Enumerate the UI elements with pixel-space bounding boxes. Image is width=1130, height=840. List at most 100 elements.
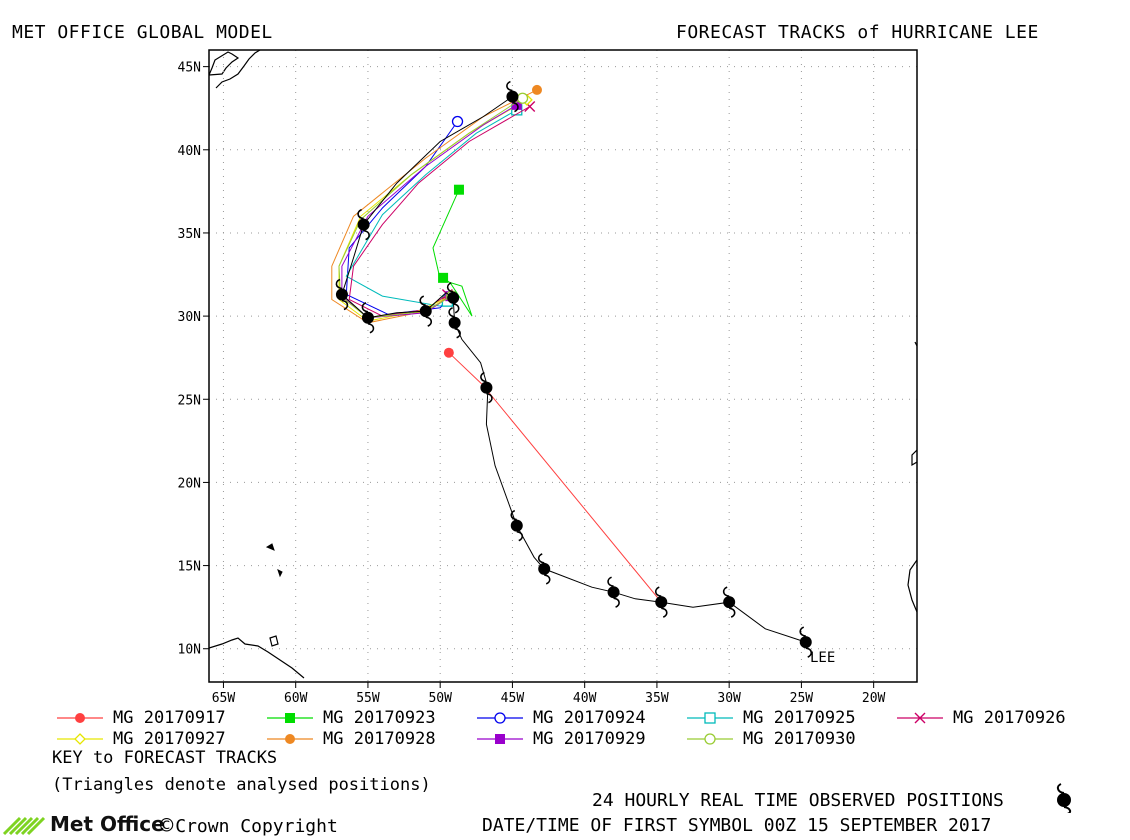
observed-track xyxy=(335,80,813,658)
forecast-track-line xyxy=(331,89,538,324)
hurricane-symbol-core xyxy=(361,311,374,324)
legend-label: MG 20170923 xyxy=(323,708,436,728)
hurricane-symbol-arm xyxy=(728,607,736,618)
hurricane-symbol-arm xyxy=(510,509,517,521)
track-point xyxy=(495,734,505,744)
track-point xyxy=(704,712,716,724)
legend-swatch xyxy=(687,733,733,745)
hurricane-symbol-core xyxy=(655,596,668,609)
hurricane-symbol-icon xyxy=(361,302,375,334)
forecast-track xyxy=(443,347,667,608)
forecast-track xyxy=(338,93,533,322)
legend-label: MG 20170929 xyxy=(533,729,646,749)
legend-swatch xyxy=(477,712,523,724)
hurricane-symbol-arm xyxy=(512,101,519,113)
hurricane-symbol-core xyxy=(335,288,348,301)
hurricane-symbol-arm xyxy=(799,626,806,637)
hurricane-symbol-arm xyxy=(544,574,551,585)
lat-tick-label: 20N xyxy=(178,476,201,491)
forecast-tracks xyxy=(331,84,667,608)
lat-tick-label: 15N xyxy=(178,560,201,575)
lat-tick-label: 25N xyxy=(178,393,201,408)
key-note: (Triangles denote analysed positions) xyxy=(52,775,431,795)
legend-item: MG 20170929 xyxy=(475,729,646,749)
hurricane-symbol-arm xyxy=(335,278,343,290)
graticule-grid xyxy=(209,50,917,682)
first-symbol-datetime: DATE/TIME OF FIRST SYMBOL 00Z 15 SEPTEMB… xyxy=(482,815,992,836)
forecast-track xyxy=(341,99,522,319)
hurricane-symbol-core xyxy=(357,218,370,231)
met-office-logo-icon xyxy=(2,816,46,836)
legend-item: MG 20170924 xyxy=(475,708,646,728)
observed-track-line xyxy=(341,96,806,643)
lon-tick-label: 50W xyxy=(428,691,452,706)
forecast-track-line xyxy=(341,104,518,319)
hurricane-symbol-icon xyxy=(510,509,524,542)
chart-title: FORECAST TRACKS of HURRICANE LEE xyxy=(676,22,1039,43)
legend-swatch xyxy=(267,713,313,723)
lon-tick-label: 55W xyxy=(356,691,380,706)
hurricane-symbol-arm xyxy=(516,530,524,542)
hurricane-symbol-icon xyxy=(419,295,433,327)
legend-swatch xyxy=(897,712,943,724)
legend-label: MG 20170927 xyxy=(113,729,226,749)
hurricane-symbol-icon xyxy=(335,278,349,311)
hurricane-symbol-icon xyxy=(799,626,813,658)
hurricane-symbol-core xyxy=(447,291,460,304)
legend-label: MG 20170925 xyxy=(743,708,856,728)
hurricane-symbol-icon xyxy=(448,307,461,339)
hurricane-symbol-core xyxy=(799,636,812,649)
track-point xyxy=(285,734,295,744)
hurricane-symbol-arm xyxy=(613,597,620,608)
hurricane-symbol-core xyxy=(607,586,620,599)
observed-positions-label: 24 HOURLY REAL TIME OBSERVED POSITIONS xyxy=(592,790,1004,811)
hurricane-symbol-arm xyxy=(454,327,461,339)
hurricane-symbol-arm xyxy=(722,586,730,597)
legend-label: MG 20170926 xyxy=(953,708,1066,728)
hurricane-symbol-icon xyxy=(537,553,551,585)
hurricane-symbol-arm xyxy=(363,229,370,241)
forecast-track-line xyxy=(338,97,523,319)
hurricane-symbol-core xyxy=(506,90,519,103)
hurricane-symbol-arm xyxy=(367,322,375,334)
legend-label: MG 20170917 xyxy=(113,708,226,728)
legend-item: MG 20170928 xyxy=(265,729,436,749)
hurricane-symbol-core xyxy=(538,562,551,575)
track-point xyxy=(75,713,85,723)
hurricane-symbol-icon xyxy=(480,371,493,404)
lon-tick-label: 65W xyxy=(212,691,236,706)
lat-tick-label: 40N xyxy=(178,144,201,159)
hurricane-symbol-arm xyxy=(654,586,662,597)
forecast-track xyxy=(345,115,464,315)
model-title: MET OFFICE GLOBAL MODEL xyxy=(12,22,273,43)
hurricane-symbol-arm xyxy=(453,303,460,314)
met-office-logo: Met Office xyxy=(2,812,165,836)
hurricane-symbol-icon xyxy=(446,282,460,314)
copyright: © Crown Copyright xyxy=(160,814,338,839)
map-frame xyxy=(208,49,918,683)
hurricane-symbol-arm xyxy=(419,295,426,306)
legend-swatch xyxy=(57,713,103,723)
hurricane-symbol-arm xyxy=(425,316,433,327)
hurricane-symbol-icon xyxy=(506,80,519,113)
track-point xyxy=(531,84,542,95)
lon-tick-label: 35W xyxy=(645,691,669,706)
hurricane-symbol-icon xyxy=(722,586,736,618)
legend-swatch xyxy=(477,734,523,744)
lat-tick-label: 10N xyxy=(178,643,201,658)
lon-tick-label: 60W xyxy=(284,691,308,706)
legend-item: MG 20170927 xyxy=(55,729,226,749)
legend-swatch xyxy=(57,733,103,745)
track-point xyxy=(451,115,464,128)
legend-label: MG 20170928 xyxy=(323,729,436,749)
track-point xyxy=(438,272,449,283)
lat-tick-label: 45N xyxy=(178,61,201,76)
hurricane-symbol-arm xyxy=(537,553,545,564)
track-point xyxy=(704,733,716,745)
track-point xyxy=(443,347,454,358)
track-point xyxy=(516,92,529,104)
hurricane-symbol-icon xyxy=(607,576,620,608)
hurricane-symbol-arm xyxy=(607,576,614,587)
track-point xyxy=(74,733,86,745)
storm-name-label: LEE xyxy=(810,650,835,666)
